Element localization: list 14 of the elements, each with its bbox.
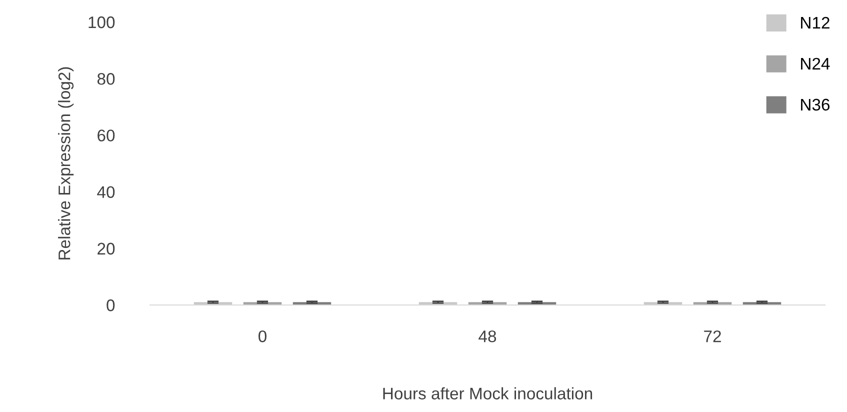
legend-label: N36 (801, 98, 830, 111)
x-axis-title: Hours after Mock inoculation (383, 387, 592, 400)
y-tick-label: 80 (97, 73, 115, 85)
y-tick-label: 60 (98, 130, 115, 142)
y-axis-title: Relative Expression (log2) (58, 67, 74, 260)
y-tick-label: 20 (98, 242, 115, 255)
x-tick-label: 48 (478, 330, 496, 342)
legend-label: N12 (801, 16, 830, 29)
y-tick-label: 100 (88, 16, 115, 28)
legend-label: N24 (801, 58, 830, 70)
x-tick-label: 0 (258, 330, 266, 342)
y-tick-label: 0 (106, 299, 115, 312)
x-tick-label: 72 (704, 330, 721, 342)
y-tick-label: 40 (97, 186, 115, 198)
